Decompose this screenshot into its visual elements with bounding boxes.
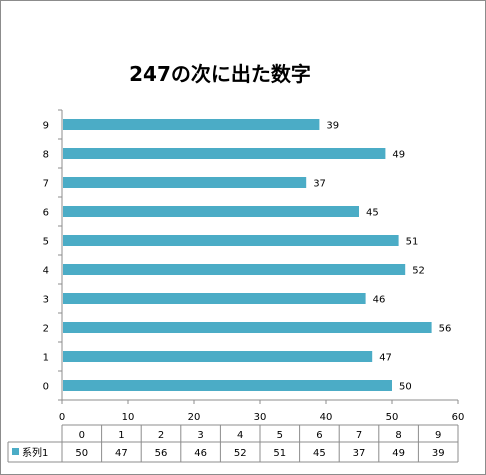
- data-label-6: 45: [366, 208, 379, 219]
- table-header-0: 0: [79, 430, 85, 441]
- category-label-4: 4: [43, 266, 49, 277]
- x-tick-label-0: 0: [59, 412, 65, 423]
- bar-8: [63, 148, 386, 159]
- data-label-1: 47: [379, 353, 392, 364]
- legend-key: [12, 448, 19, 455]
- x-tick-label-50: 50: [386, 412, 399, 423]
- chart-title: 247の次に出た数字: [129, 62, 311, 86]
- data-label-0: 50: [399, 382, 412, 393]
- data-label-8: 49: [392, 150, 405, 161]
- table-value-5: 51: [273, 448, 286, 459]
- bar-1: [63, 351, 373, 362]
- bar-6: [63, 206, 359, 217]
- bar-2: [63, 322, 432, 333]
- table-header-3: 3: [197, 430, 203, 441]
- data-label-3: 46: [373, 295, 386, 306]
- category-label-0: 0: [43, 382, 49, 393]
- x-tick-label-10: 10: [122, 412, 135, 423]
- table-header-1: 1: [118, 430, 124, 441]
- bar-9: [63, 119, 320, 130]
- bar-7: [63, 177, 307, 188]
- data-label-2: 56: [439, 324, 452, 335]
- category-label-7: 7: [43, 179, 49, 190]
- table-header-5: 5: [277, 430, 283, 441]
- data-label-9: 39: [326, 121, 339, 132]
- category-label-2: 2: [43, 324, 49, 335]
- category-label-9: 9: [43, 121, 49, 132]
- x-tick-label-30: 30: [254, 412, 267, 423]
- x-tick-label-60: 60: [452, 412, 465, 423]
- table-value-3: 46: [194, 448, 207, 459]
- table-header-7: 7: [356, 430, 362, 441]
- table-value-8: 49: [392, 448, 405, 459]
- x-tick-label-20: 20: [188, 412, 201, 423]
- table-value-9: 39: [432, 448, 445, 459]
- legend-series-name: 系列1: [22, 446, 48, 459]
- x-tick-label-40: 40: [320, 412, 333, 423]
- category-label-8: 8: [43, 150, 49, 161]
- data-label-7: 37: [313, 179, 326, 190]
- table-header-9: 9: [435, 430, 441, 441]
- table-header-6: 6: [316, 430, 322, 441]
- category-label-3: 3: [43, 295, 49, 306]
- category-label-1: 1: [43, 353, 49, 364]
- bar-0: [63, 380, 392, 391]
- category-label-5: 5: [43, 237, 49, 248]
- table-value-7: 37: [353, 448, 366, 459]
- table-value-2: 56: [155, 448, 168, 459]
- bar-5: [63, 235, 399, 246]
- table-value-0: 50: [75, 448, 88, 459]
- bar-4: [63, 264, 406, 275]
- table-value-4: 52: [234, 448, 247, 459]
- data-label-5: 51: [406, 237, 419, 248]
- table-header-4: 4: [237, 430, 243, 441]
- category-label-6: 6: [43, 208, 49, 219]
- table-header-8: 8: [395, 430, 401, 441]
- bar-3: [63, 293, 366, 304]
- table-value-1: 47: [115, 448, 128, 459]
- data-label-4: 52: [412, 266, 425, 277]
- table-header-2: 2: [158, 430, 164, 441]
- table-value-6: 45: [313, 448, 326, 459]
